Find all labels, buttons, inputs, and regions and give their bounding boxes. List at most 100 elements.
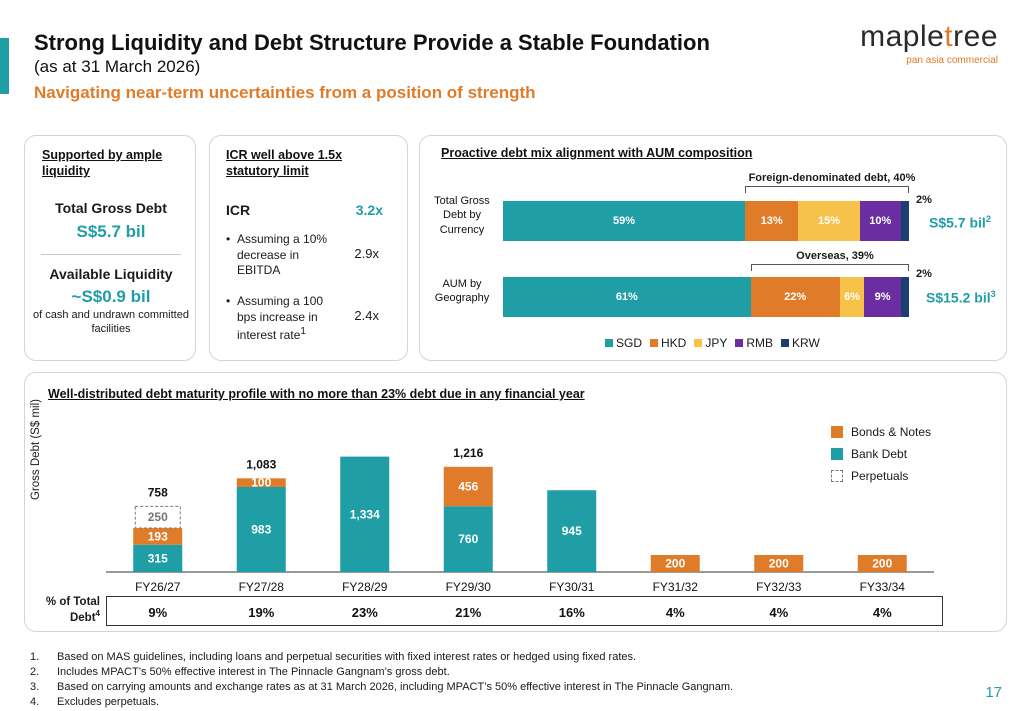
pct-of-total-value: 19% [248, 605, 274, 620]
bar-bank-debt [133, 544, 183, 572]
available-liquidity-value: ~S$0.9 bil [71, 287, 151, 306]
krw-debt-pct: 2% [916, 194, 932, 206]
liquidity-heading: Supported by ample liquidity [42, 148, 163, 179]
segment-jpy: 6% [839, 277, 865, 317]
bar-value-label: 983 [251, 522, 271, 536]
bar-bank-debt [236, 486, 286, 572]
legend-bank: Bank Debt [831, 443, 931, 465]
foreign-debt-bracket-label: Foreign-denominated debt, 40% [748, 172, 916, 184]
maturity-heading: Well-distributed debt maturity profile w… [48, 387, 585, 401]
overseas-bracket-label: Overseas, 39% [796, 250, 874, 262]
legend-item-sgd: SGD [605, 336, 642, 350]
maturity-legend: Bonds & Notes Bank Debt Perpetuals [831, 421, 931, 487]
icr-value: 3.2x [355, 202, 383, 218]
available-liquidity-note: of cash and undrawn committed facilities [33, 309, 189, 336]
legend-bonds: Bonds & Notes [831, 421, 931, 443]
maturity-panel: Well-distributed debt maturity profile w… [24, 372, 1007, 632]
debt-total: S$5.7 bil2 [929, 214, 991, 231]
page-number: 17 [985, 684, 1002, 701]
bullet: • [226, 232, 231, 246]
segment-rmb: 10% [859, 201, 901, 241]
legend-swatch [694, 339, 703, 347]
legend-swatch-bonds [831, 426, 843, 438]
segment-sgd: 59% [503, 201, 745, 241]
bar-perpetuals [134, 505, 181, 529]
liquidity-panel: Supported by ample liquidity Total Gross… [24, 135, 196, 361]
icr-heading: ICR well above 1.5x statutory limit [226, 148, 343, 179]
bar-bonds-notes [236, 478, 286, 487]
segment-jpy: 15% [798, 201, 860, 241]
footnote: 1. Based on MAS guidelines, including loa… [30, 651, 637, 663]
x-tick-label: FY30/31 [549, 580, 595, 594]
footnote: 2. Includes MPACT’s 50% effective interes… [30, 665, 450, 678]
bar-value-label: 200 [872, 557, 892, 571]
bar-value-label: 193 [148, 529, 168, 543]
footnote-ref: 1 [300, 326, 306, 338]
bar-bonds-notes [443, 466, 493, 507]
bar-bonds-notes [133, 528, 183, 545]
icr-scenario-ebitda-text: Assuming a 10% decrease in EBITDA [237, 232, 328, 278]
bar-bonds-notes [754, 555, 804, 572]
bar-value-label: 200 [665, 557, 685, 571]
icr-label: ICR [226, 202, 251, 218]
bullet: • [226, 294, 231, 308]
bar-value-label: 100 [251, 476, 271, 490]
bar-bank-debt [443, 506, 493, 572]
debt-mix-heading: Proactive debt mix alignment with AUM co… [441, 146, 753, 160]
pct-of-total-row [106, 596, 943, 626]
bar-bank-debt [547, 490, 597, 572]
pct-of-total-value: 21% [455, 605, 481, 620]
x-tick-label: FY28/29 [342, 580, 388, 594]
gross-debt-value: S$5.7 bil [76, 222, 146, 241]
pct-of-total-value: 4% [769, 605, 788, 620]
aum-row-label: AUM by Geography [434, 278, 490, 305]
debt-mix-panel: Proactive debt mix alignment with AUM co… [419, 135, 1007, 361]
debt-row-label: Total Gross Debt by Currency [434, 195, 490, 236]
legend-item-krw: KRW [781, 336, 820, 350]
pct-of-total-label: % of Total Debt4 [45, 596, 100, 625]
icr-scenario-ebitda: • Assuming a 10% decrease in EBITDA [226, 232, 336, 279]
footnote: 4. Excludes perpetuals. [30, 695, 160, 708]
bar-total-label: 1,216 [453, 446, 483, 460]
available-liquidity-label: Available Liquidity [49, 266, 173, 282]
divider [41, 254, 181, 255]
debt-currency-bar: 59% 13% 15% 10% [503, 201, 909, 241]
legend-item-hkd: HKD [650, 336, 686, 350]
legend-swatch [650, 339, 659, 347]
legend-perp: Perpetuals [831, 465, 931, 487]
legend-item-rmb: RMB [735, 336, 773, 350]
bar-total-label: 1,083 [246, 457, 276, 471]
footnote: 3. Based on carrying amounts and exchange… [30, 680, 734, 693]
aum-geography-bar: 61% 22% 6% 9% [503, 277, 909, 317]
accent-bar [0, 38, 9, 94]
bar-value-label: 200 [769, 557, 789, 571]
footnotes: 1. Based on MAS guidelines, including loa… [30, 650, 733, 709]
x-tick-label: FY32/33 [756, 580, 802, 594]
bar-value-label: 250 [148, 510, 168, 524]
krw-aum-pct: 2% [916, 268, 932, 280]
bar-total-label: 758 [148, 485, 168, 499]
bar-bonds-notes [650, 555, 700, 572]
page-title: Strong Liquidity and Debt Structure Prov… [34, 30, 710, 55]
bar-bonds-notes [857, 555, 907, 572]
segment-krw [900, 201, 909, 241]
pct-of-total-value: 23% [352, 605, 378, 620]
segment-hkd: 22% [750, 277, 840, 317]
icr-panel: ICR well above 1.5x statutory limit ICR … [209, 135, 408, 361]
icr-scenario-ebitda-value: 2.9x [354, 246, 379, 261]
bar-bank-debt [340, 456, 390, 572]
legend-swatch-bank [831, 448, 843, 460]
segment-krw [900, 277, 909, 317]
x-tick-label: FY33/34 [860, 580, 906, 594]
logo-subtitle: pan asia commercial [906, 55, 998, 66]
currency-legend: SGD HKD JPY RMB KRW [605, 336, 820, 350]
pct-of-total-value: 9% [148, 605, 167, 620]
icr-scenario-rate-value: 2.4x [354, 308, 379, 323]
page-tagline: Navigating near-term uncertainties from … [34, 83, 536, 102]
x-tick-label: FY27/28 [239, 580, 285, 594]
x-tick-label: FY31/32 [653, 580, 699, 594]
legend-item-jpy: JPY [694, 336, 727, 350]
icr-scenario-rate-text: Assuming a 100 bps increase in interest … [237, 294, 324, 343]
bar-value-label: 456 [458, 480, 478, 494]
